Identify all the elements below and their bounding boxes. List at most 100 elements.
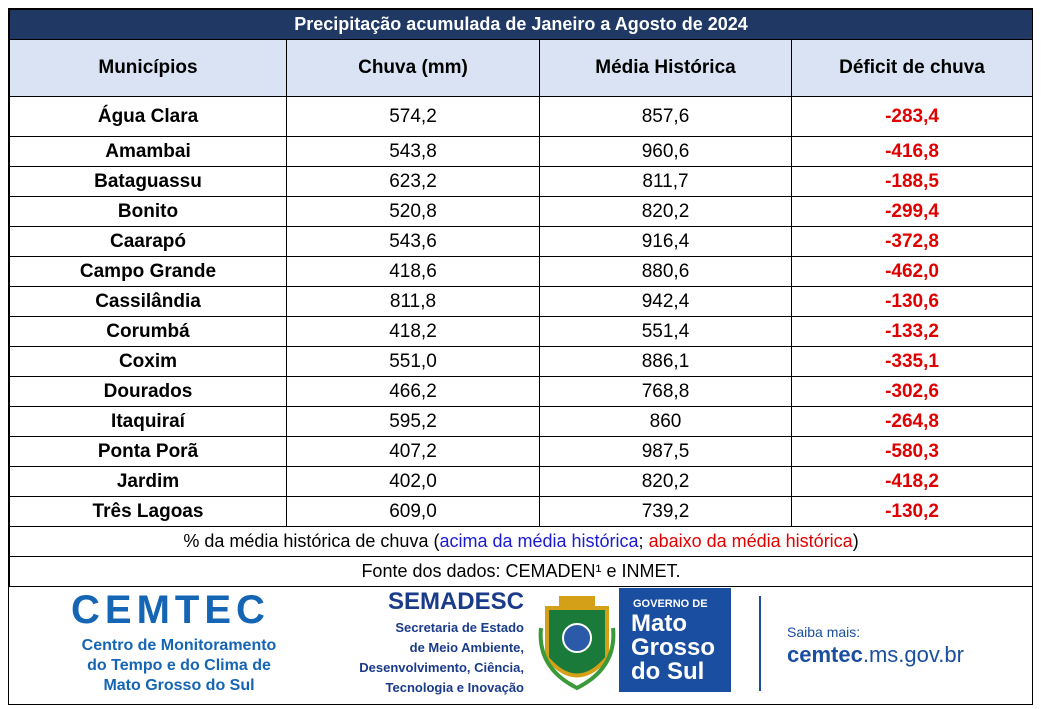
rain: 520,8 bbox=[286, 196, 540, 227]
municipality: Cassilândia bbox=[9, 286, 287, 317]
line: do Tempo e do Clima de bbox=[87, 657, 271, 674]
rain: 543,6 bbox=[286, 226, 540, 257]
historical-mean: 860 bbox=[539, 406, 792, 437]
historical-mean: 880,6 bbox=[539, 256, 792, 287]
column-header: Chuva (mm) bbox=[286, 39, 540, 97]
legend-note: % da média histórica de chuva (acima da … bbox=[8, 526, 1034, 557]
deficit: -133,2 bbox=[790, 316, 1034, 347]
line: Centro de Monitoramento bbox=[81, 637, 277, 654]
historical-mean: 820,2 bbox=[539, 466, 792, 497]
row: Água Clara 574,2 857,6 -283,4 bbox=[9, 96, 1034, 137]
municipality: Bataguassu bbox=[9, 166, 287, 197]
line: Mato Grosso do Sul bbox=[103, 677, 255, 694]
deficit: -462,0 bbox=[790, 256, 1034, 287]
historical-mean: 987,5 bbox=[539, 436, 792, 467]
historical-mean: 820,2 bbox=[539, 196, 792, 227]
rain: 418,6 bbox=[286, 256, 540, 287]
document: Precipitação acumulada de Janeiro a Agos… bbox=[8, 8, 1034, 705]
municipality: Dourados bbox=[9, 376, 287, 407]
municipality: Corumbá bbox=[9, 316, 287, 347]
municipality: Coxim bbox=[9, 346, 287, 377]
note-text: % da média histórica de chuva ( bbox=[183, 531, 440, 551]
link-label: Saiba mais: bbox=[787, 624, 861, 640]
semadesc-logo: SEMADESC bbox=[387, 588, 524, 615]
deficit: -372,8 bbox=[790, 226, 1034, 257]
line: Grosso bbox=[631, 634, 716, 661]
rain: 418,2 bbox=[286, 316, 540, 347]
row: Corumbá 418,2 551,4 -133,2 bbox=[9, 316, 1034, 347]
column-header: Média Histórica bbox=[539, 39, 792, 97]
title: Precipitação acumulada de Janeiro a Agos… bbox=[8, 9, 1034, 40]
deficit: -299,4 bbox=[790, 196, 1034, 227]
rain: 466,2 bbox=[286, 376, 540, 407]
municipality: Caarapó bbox=[9, 226, 287, 257]
row: Campo Grande 418,6 880,6 -462,0 bbox=[9, 256, 1034, 287]
divider bbox=[759, 596, 761, 691]
municipality: Ponta Porã bbox=[9, 436, 287, 467]
deficit: -580,3 bbox=[790, 436, 1034, 467]
table: Precipitação acumulada de Janeiro a Agos… bbox=[8, 9, 1034, 587]
municipality: Três Lagoas bbox=[9, 496, 287, 527]
row: Bonito 520,8 820,2 -299,4 bbox=[9, 196, 1034, 227]
note-text: ) bbox=[852, 531, 859, 551]
deficit: -335,1 bbox=[790, 346, 1034, 377]
line: Secretaria de Estado bbox=[395, 620, 524, 635]
rain: 543,8 bbox=[286, 136, 540, 167]
link-bold: cemtec bbox=[787, 642, 863, 667]
link[interactable]: cemtec.ms.gov.br bbox=[787, 642, 964, 668]
historical-mean: 739,2 bbox=[539, 496, 792, 527]
emblem bbox=[538, 596, 616, 691]
column-header: Déficit de chuva bbox=[790, 39, 1034, 97]
historical-mean: 551,4 bbox=[539, 316, 792, 347]
row: Cassilândia 811,8 942,4 -130,6 bbox=[9, 286, 1034, 317]
deficit: -130,2 bbox=[790, 496, 1034, 527]
row: Dourados 466,2 768,8 -302,6 bbox=[9, 376, 1034, 407]
historical-mean: 886,1 bbox=[539, 346, 792, 377]
source: Fonte dos dados: CEMADEN¹ e INMET. bbox=[8, 556, 1034, 587]
line: do Sul bbox=[631, 658, 705, 685]
line: Desenvolvimento, Ciência, bbox=[359, 660, 524, 675]
note-above: acima da média histórica bbox=[439, 531, 639, 551]
rain: 407,2 bbox=[286, 436, 540, 467]
historical-mean: 942,4 bbox=[539, 286, 792, 317]
semadesc-text: Secretaria de Estado de Meio Ambiente, Des… bbox=[329, 618, 524, 698]
rain: 811,8 bbox=[286, 286, 540, 317]
note-below: abaixo da média histórica bbox=[648, 531, 853, 551]
row: Coxim 551,0 886,1 -335,1 bbox=[9, 346, 1034, 377]
row: Jardim 402,0 820,2 -418,2 bbox=[9, 466, 1034, 497]
municipality: Campo Grande bbox=[9, 256, 287, 287]
cemtec-text: Centro de Monitoramento do Tempo e do Cli… bbox=[59, 636, 299, 696]
rain: 551,0 bbox=[286, 346, 540, 377]
rain: 574,2 bbox=[286, 96, 540, 137]
municipality: Água Clara bbox=[9, 96, 287, 137]
governo-top: GOVERNO DE bbox=[633, 598, 708, 610]
municipality: Bonito bbox=[9, 196, 287, 227]
deficit: -302,6 bbox=[790, 376, 1034, 407]
governo-logo: GOVERNO DE Mato Grosso do Sul bbox=[619, 588, 731, 692]
historical-mean: 857,6 bbox=[539, 96, 792, 137]
cemtec-logo: CEMTEC bbox=[71, 588, 270, 632]
municipality: Itaquiraí bbox=[9, 406, 287, 437]
deficit: -188,5 bbox=[790, 166, 1034, 197]
deficit: -283,4 bbox=[790, 96, 1034, 137]
row: Ponta Porã 407,2 987,5 -580,3 bbox=[9, 436, 1034, 467]
footer: CEMTEC Centro de Monitoramento do Tempo e… bbox=[9, 586, 1032, 704]
note-text: ; bbox=[638, 531, 644, 551]
row: Amambai 543,8 960,6 -416,8 bbox=[9, 136, 1034, 167]
line: Tecnologia e Inovação bbox=[385, 680, 524, 695]
rain: 609,0 bbox=[286, 496, 540, 527]
column-header: Municípios bbox=[9, 39, 287, 97]
rain: 595,2 bbox=[286, 406, 540, 437]
historical-mean: 916,4 bbox=[539, 226, 792, 257]
line: Mato bbox=[631, 610, 687, 637]
historical-mean: 960,6 bbox=[539, 136, 792, 167]
rain: 402,0 bbox=[286, 466, 540, 497]
row: Caarapó 543,6 916,4 -372,8 bbox=[9, 226, 1034, 257]
deficit: -416,8 bbox=[790, 136, 1034, 167]
governo-text: Mato Grosso do Sul bbox=[631, 612, 715, 684]
municipality: Jardim bbox=[9, 466, 287, 497]
historical-mean: 768,8 bbox=[539, 376, 792, 407]
deficit: -130,6 bbox=[790, 286, 1034, 317]
line: de Meio Ambiente, bbox=[409, 640, 524, 655]
